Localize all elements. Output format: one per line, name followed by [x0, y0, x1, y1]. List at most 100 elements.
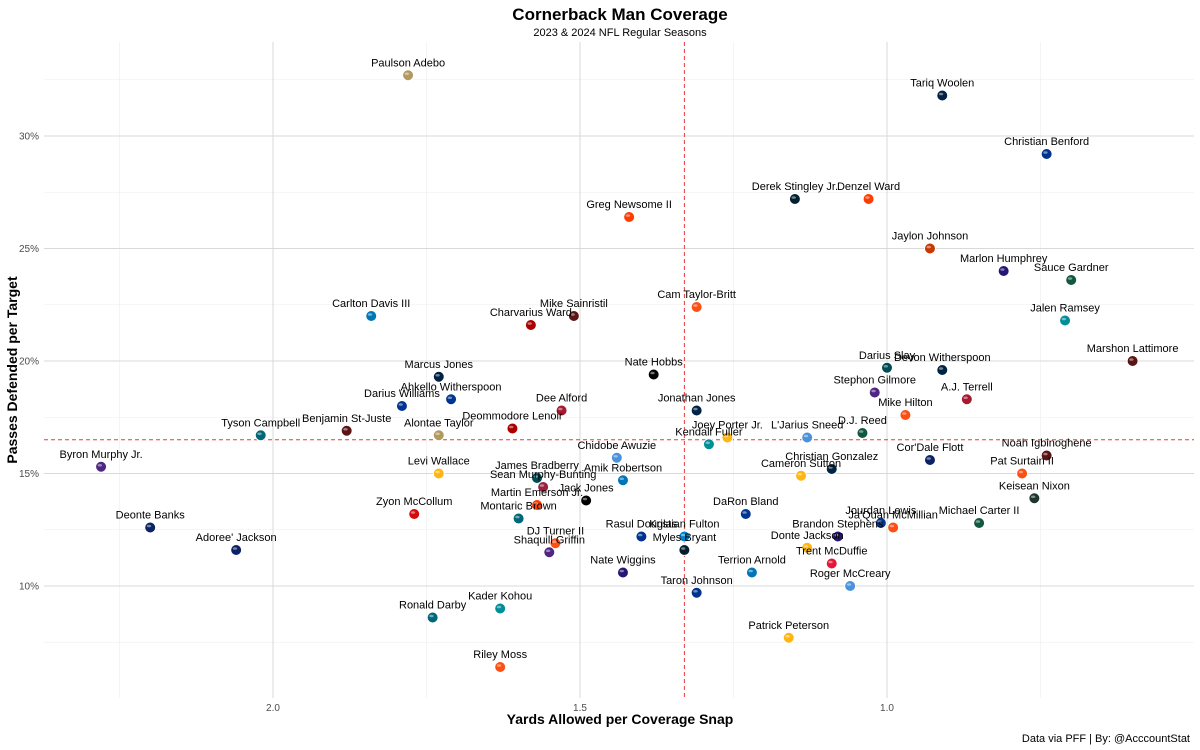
data-point	[95, 460, 108, 473]
chart-caption: Data via PFF | By: @AcccountStat	[1022, 733, 1190, 745]
point-label: Rasul Douglas	[606, 519, 678, 531]
data-point	[678, 544, 691, 556]
point-label: Shaquill Griffin	[514, 534, 585, 546]
point-label: Kristian Fulton	[649, 519, 719, 531]
marker-highlight	[785, 634, 790, 638]
point-label: Marlon Humphrey	[960, 253, 1048, 265]
marker-highlight	[871, 389, 876, 393]
marker-highlight	[834, 533, 839, 537]
data-point	[1040, 449, 1053, 462]
marker-highlight	[693, 407, 698, 411]
point-label: A.J. Terrell	[941, 381, 993, 393]
team-logo-marker	[408, 508, 421, 520]
marker-highlight	[828, 466, 833, 469]
team-logo-marker	[856, 427, 869, 439]
marker-highlight	[963, 396, 968, 400]
marker-highlight	[938, 367, 944, 370]
team-logo-marker	[445, 393, 458, 406]
point-label: Adoree' Jackson	[196, 532, 277, 544]
marker-highlight	[650, 371, 655, 375]
data-point	[795, 469, 808, 482]
marker-highlight	[926, 457, 931, 460]
team-logo-marker	[862, 193, 875, 205]
point-label: Patrick Peterson	[748, 620, 829, 632]
point-label: Donte Jackson	[771, 530, 844, 542]
y-tick-label: 15%	[19, 469, 39, 480]
team-logo-marker	[531, 472, 544, 484]
chart-subtitle: 2023 & 2024 NFL Regular Seasons	[533, 27, 707, 39]
y-tick-label: 25%	[19, 244, 39, 255]
point-label: D.J. Reed	[838, 415, 887, 427]
data-point	[844, 580, 857, 592]
marker-highlight	[447, 396, 453, 400]
data-point	[647, 368, 660, 381]
marker-highlight	[515, 515, 520, 519]
data-point	[549, 537, 562, 550]
data-point	[887, 521, 900, 534]
team-logo-marker	[899, 409, 912, 421]
point-label: Cam Taylor-Britt	[657, 289, 736, 301]
data-point	[494, 661, 507, 673]
point-label: Mike Sainristil	[540, 298, 608, 310]
x-axis-ticks: 2.0 1.5 1.0	[266, 703, 894, 714]
data-point	[881, 361, 893, 374]
team-logo-marker	[702, 438, 715, 451]
major-gridlines	[44, 42, 1194, 698]
marker-highlight	[748, 569, 753, 573]
marker-highlight	[435, 470, 440, 474]
team-logo-marker	[395, 400, 408, 412]
data-point	[445, 393, 458, 406]
team-logo-marker	[494, 661, 507, 673]
team-logo-marker	[1028, 492, 1041, 505]
team-logo-marker	[365, 310, 378, 322]
team-logo-marker	[960, 393, 973, 406]
marker-highlight	[791, 196, 796, 199]
y-axis-title: Passes Defended per Target	[4, 276, 20, 464]
point-label: Deonte Banks	[116, 510, 186, 522]
team-logo-marker	[647, 368, 660, 381]
data-point	[1126, 355, 1139, 367]
point-label: Chidobe Awuzie	[577, 440, 656, 452]
team-logo-marker	[426, 611, 439, 624]
team-logo-marker	[616, 566, 629, 579]
data-point	[782, 631, 795, 644]
marker-highlight	[803, 544, 809, 548]
team-logo-marker	[1040, 449, 1053, 462]
data-point	[616, 474, 629, 487]
point-label: Greg Newsome II	[586, 199, 672, 211]
y-tick-label: 20%	[19, 357, 39, 368]
data-point	[555, 404, 568, 417]
team-logo-marker	[795, 469, 808, 482]
team-logo-marker	[537, 481, 550, 493]
y-tick-label: 30%	[19, 132, 39, 143]
point-label: Darius Williams	[364, 388, 440, 400]
data-point	[580, 494, 593, 507]
point-label: Keisean Nixon	[999, 480, 1070, 492]
marker-highlight	[1000, 268, 1005, 271]
data-point	[402, 69, 415, 82]
data-point	[960, 393, 973, 406]
team-logo-marker	[690, 586, 703, 599]
point-labels: Paulson Adebo Tariq Woolen Christian Benfo…	[60, 57, 1179, 661]
team-logo-marker	[635, 530, 648, 543]
point-label: Byron Murphy Jr.	[60, 449, 143, 461]
data-point	[254, 429, 267, 442]
marker-highlight	[367, 313, 373, 316]
marker-highlight	[902, 412, 907, 415]
team-logo-marker	[1059, 314, 1072, 327]
y-axis-ticks: 10% 15% 20% 25% 30%	[19, 132, 39, 593]
marker-highlight	[877, 520, 882, 523]
marker-highlight	[889, 524, 895, 528]
point-label: Paulson Adebo	[371, 57, 445, 69]
marker-highlight	[619, 569, 624, 573]
marker-highlight	[638, 533, 643, 537]
team-logo-marker	[825, 463, 838, 475]
point-label: Joey Porter Jr.	[692, 420, 763, 432]
team-logo-marker	[936, 364, 949, 376]
data-point	[408, 508, 421, 520]
data-point	[230, 544, 243, 556]
team-logo-marker	[801, 431, 814, 444]
point-label: Ja'Quan McMillian	[848, 510, 938, 522]
point-label: Noah Igbinoghene	[1002, 438, 1092, 450]
